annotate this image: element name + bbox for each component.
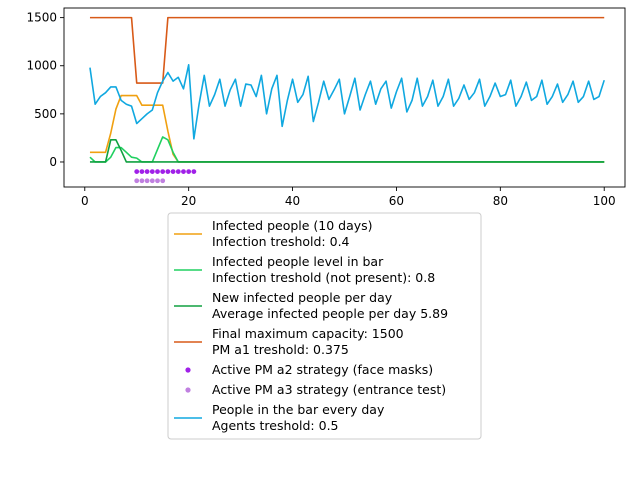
- x-tick-label: 20: [181, 194, 196, 208]
- series-5-point: [134, 178, 140, 184]
- series-5-point: [139, 178, 145, 184]
- legend-label-3: Final maximum capacity: 1500 PM a1 tresho…: [212, 326, 404, 357]
- x-tick-label: 0: [81, 194, 89, 208]
- series-4-point: [165, 169, 171, 175]
- y-tick-label: 0: [49, 155, 57, 169]
- legend-label-line: PM a1 treshold: 0.375: [212, 342, 349, 357]
- legend-label-0: Infected people (10 days) Infection tresh…: [212, 218, 373, 249]
- legend-label-line: Final maximum capacity: 1500: [212, 326, 404, 341]
- x-tick-label: 40: [285, 194, 300, 208]
- series-line-1: [89, 136, 605, 163]
- legend-swatch-5: [185, 387, 191, 393]
- series-line-2: [89, 139, 605, 163]
- y-tick-label: 500: [34, 107, 57, 121]
- legend-label-5: Active PM a3 strategy (entrance test): [212, 382, 446, 397]
- series-5-point: [160, 178, 166, 184]
- series-4-point: [191, 169, 197, 175]
- legend-label-2: New infected people per day Average infec…: [212, 290, 448, 321]
- y-tick-label: 1000: [26, 59, 57, 73]
- legend-label-line: Average infected people per day 5.89: [212, 306, 448, 321]
- plot-area: [89, 16, 605, 184]
- series-5-point: [149, 178, 155, 184]
- legend-label-line: New infected people per day: [212, 290, 393, 305]
- legend-label-line: Infected people (10 days): [212, 218, 373, 233]
- series-4-point: [170, 169, 176, 175]
- series-line-3: [89, 16, 605, 84]
- legend-label-line: Infection treshold (not present): 0.8: [212, 270, 435, 285]
- series-4-point: [144, 169, 150, 175]
- legend-label-line: Infection treshold: 0.4: [212, 234, 350, 249]
- legend-label-6: People in the bar every day Agents tresho…: [212, 402, 385, 433]
- series-line-6: [89, 63, 605, 140]
- legend-box: [167, 212, 482, 440]
- series-4-point: [139, 169, 145, 175]
- series-4-point: [149, 169, 155, 175]
- series-4-point: [186, 169, 192, 175]
- series-4-point: [134, 169, 140, 175]
- legend-label-1: Infected people level in bar Infection tr…: [212, 254, 435, 285]
- series-4-point: [175, 169, 181, 175]
- legend-label-line: Agents treshold: 0.5: [212, 418, 339, 433]
- legend-label-4: Active PM a2 strategy (face masks): [212, 362, 433, 377]
- legend: Infected people (10 days) Infection tresh…: [167, 212, 482, 440]
- x-tick-label: 60: [389, 194, 404, 208]
- series-4-point: [181, 169, 186, 175]
- legend-label-line: Active PM a2 strategy (face masks): [212, 362, 433, 377]
- y-tick-label: 1500: [26, 11, 57, 25]
- axes-frame: [63, 7, 626, 188]
- series-5-point: [155, 178, 160, 184]
- series-5-point: [144, 178, 150, 184]
- legend-label-line: People in the bar every day: [212, 402, 385, 417]
- x-tick-label: 100: [593, 194, 616, 208]
- series-4-point: [155, 169, 160, 175]
- series-4-point: [160, 169, 166, 175]
- legend-swatch-4: [185, 367, 191, 373]
- x-tick-label: 80: [493, 194, 508, 208]
- legend-label-line: Active PM a3 strategy (entrance test): [212, 382, 446, 397]
- legend-label-line: Infected people level in bar: [212, 254, 384, 269]
